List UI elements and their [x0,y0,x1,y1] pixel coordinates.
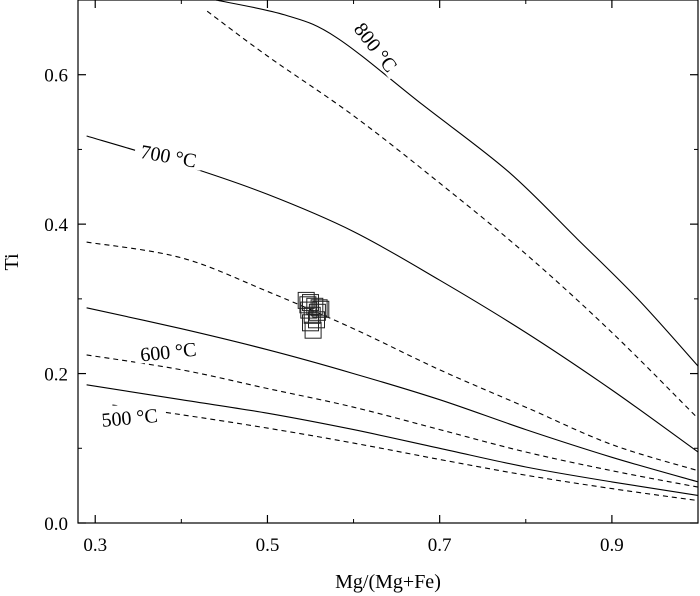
dashed-isotherm-4 [112,404,698,502]
x-tick-label: 0.7 [428,535,452,556]
dashed-isotherm-1 [206,10,698,419]
sample-point [302,314,319,332]
sample-point [299,296,317,314]
axis-tick-labels: 0.3 0.5 0.7 0.9 0.0 0.2 0.4 0.6 [44,66,624,556]
x-tick-label: 0.9 [600,535,624,556]
isotherm-600-c [86,307,698,483]
isotherm-600-c-label-bg [133,335,204,365]
isotherm-curves [86,0,698,502]
isotherm-800-c-label-bg [347,12,408,80]
y-axis-title: Ti [1,253,23,271]
isotherm-500-c-label: 500 °C [101,405,159,432]
axis-ticks [78,0,698,524]
isotherm-700-c-label-bg [133,137,205,171]
isotherm-700-c [86,135,698,453]
sample-point [312,300,330,318]
x-tick-label: 0.5 [256,535,280,556]
dashed-isotherm-3 [86,354,698,488]
isotherm-600-c-label: 600 °C [139,339,197,367]
y-tick-label: 0.4 [44,215,68,236]
y-tick-label: 0.2 [44,365,68,386]
x-axis-title: Mg/(Mg+Fe) [335,571,441,593]
isotherm-500-c [86,384,698,496]
y-tick-label: 0.6 [44,66,68,87]
x-tick-label: 0.3 [83,535,107,556]
sample-point [304,321,322,339]
plot-frame [77,0,699,524]
isotherm-500-c-label-bg [94,401,165,430]
sample-point [297,291,315,309]
isotherm-800-c [215,0,698,367]
sample-point [308,311,325,329]
y-tick-label: 0.0 [44,514,68,535]
isotherm-700-c-label: 700 °C [139,141,198,172]
sample-points [297,291,330,339]
